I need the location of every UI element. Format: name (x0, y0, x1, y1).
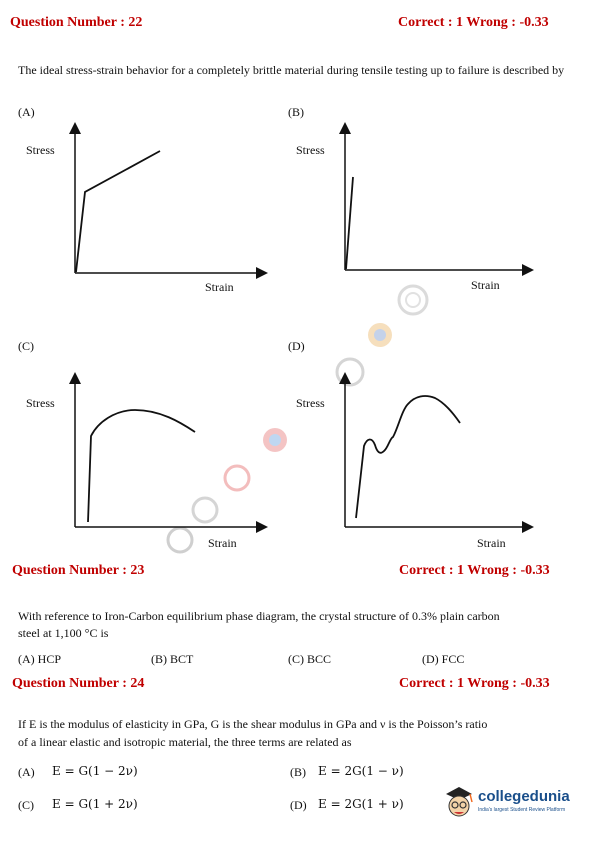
watermark-emblems (166, 284, 429, 554)
question-22-header: Question Number : 22 (10, 15, 143, 30)
q24-option-c-formula: E = G(1 + 2ν) (52, 797, 138, 811)
option-b-label: (B) (288, 105, 304, 119)
q24-option-b-label: (B) (290, 765, 306, 779)
q24-option-d-formula: E = 2G(1 + ν) (318, 797, 404, 811)
q24-option-d-label: (D) (290, 798, 307, 812)
q24-option-b-formula: E = 2G(1 − ν) (318, 764, 404, 778)
question-22-marks: Correct : 1 Wrong : -0.33 (398, 15, 549, 30)
question-23-marks: Correct : 1 Wrong : -0.33 (399, 563, 550, 578)
graph-a-ylabel: Stress (26, 143, 55, 157)
option-c-label: (C) (18, 339, 34, 353)
q23-option-c: (C) BCC (288, 652, 332, 666)
q23-option-b: (B) BCT (151, 652, 194, 666)
graph-b-xlabel: Strain (471, 278, 500, 292)
brand-tagline: India's largest Student Review Platform (478, 807, 566, 813)
option-d-label: (D) (288, 339, 305, 353)
q23-option-d: (D) FCC (422, 652, 465, 666)
q24-option-c-label: (C) (18, 798, 34, 812)
question-24-text-line1: If E is the modulus of elasticity in GPa… (18, 717, 488, 731)
graph-d (339, 372, 534, 533)
graph-b-ylabel: Stress (296, 143, 325, 157)
q23-option-a: (A) HCP (18, 652, 62, 666)
question-24-marks: Correct : 1 Wrong : -0.33 (399, 676, 550, 691)
q24-option-a-formula: E = G(1 − 2ν) (52, 764, 138, 778)
graph-c (69, 372, 268, 533)
question-24-text-line2: of a linear elastic and isotropic materi… (18, 735, 352, 749)
question-22-text: The ideal stress-strain behavior for a c… (18, 63, 565, 77)
collegedunia-logo: collegedunia India's largest Student Rev… (442, 784, 582, 824)
option-a-label: (A) (18, 105, 35, 119)
graph-c-xlabel: Strain (208, 536, 237, 550)
graph-d-ylabel: Stress (296, 396, 325, 410)
graph-c-ylabel: Stress (26, 396, 55, 410)
question-23-text-line2: steel at 1,100 °C is (18, 626, 109, 640)
graph-d-xlabel: Strain (477, 536, 506, 550)
mascot-icon (446, 787, 473, 817)
question-24-header: Question Number : 24 (12, 676, 145, 691)
question-23-header: Question Number : 23 (12, 563, 145, 578)
question-23-text-line1: With reference to Iron-Carbon equilibriu… (18, 609, 500, 623)
brand-name: collegedunia (478, 788, 570, 805)
graph-b (339, 122, 534, 276)
q24-option-a-label: (A) (18, 765, 35, 779)
graph-a-xlabel: Strain (205, 280, 234, 294)
graph-a (69, 122, 268, 279)
